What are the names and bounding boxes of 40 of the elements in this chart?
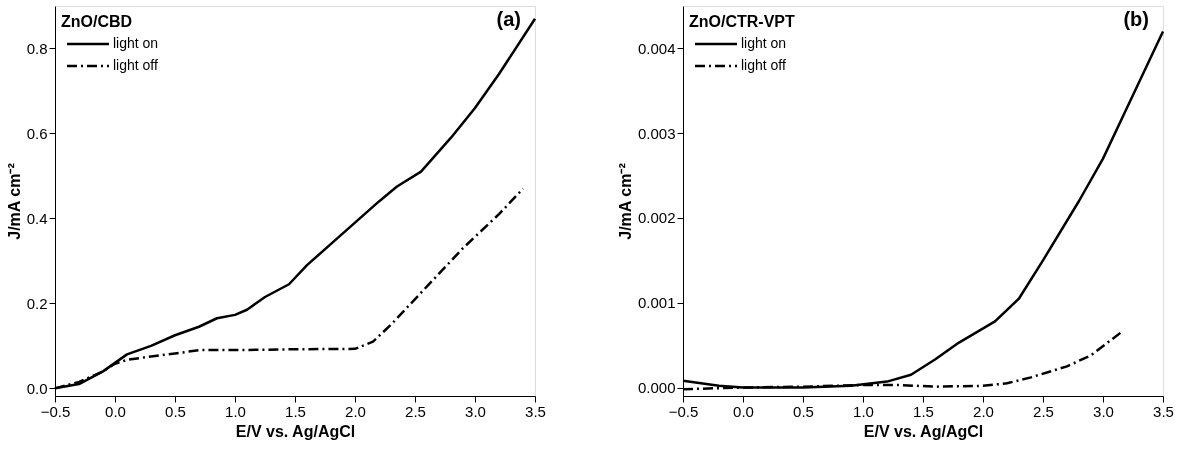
x-tick-label: 1.0 [853, 402, 874, 420]
legend-label: light on [113, 35, 159, 51]
y-tick-label: 0.003 [637, 124, 676, 142]
y-axis-title: J/mA cm⁻² [5, 163, 23, 240]
y-tick-label: 0.002 [637, 209, 676, 227]
x-tick-label: 0.0 [105, 402, 126, 420]
legend-label: light off [741, 57, 786, 73]
y-tick-label: 0.4 [26, 209, 48, 227]
y-tick-label: 0.0 [26, 379, 48, 397]
x-tick-label: 0.5 [793, 402, 814, 420]
x-tick-label: 2.5 [405, 402, 426, 420]
x-tick-label: 3.5 [525, 402, 546, 420]
annotation: (b) [1123, 8, 1149, 30]
x-tick-label: 1.5 [285, 402, 306, 420]
x-tick-label: 2.0 [345, 402, 366, 420]
chart-title: ZnO/CBD [61, 13, 133, 30]
x-tick-label: 0.0 [733, 402, 754, 420]
chart-title: ZnO/CTR-VPT [689, 13, 795, 30]
x-tick-label: 2.0 [973, 402, 994, 420]
x-tick-label: 1.0 [225, 402, 246, 420]
x-tick-label: 3.0 [1093, 402, 1114, 420]
x-tick-label: 3.5 [1153, 402, 1174, 420]
y-axis-title: J/mA cm⁻² [616, 163, 634, 240]
x-tick-label: 0.5 [165, 402, 186, 420]
legend-label: light on [741, 35, 787, 51]
y-tick-label: 0.2 [26, 294, 48, 312]
x-tick-label: 1.5 [913, 402, 934, 420]
x-tick-label: 2.5 [1033, 402, 1054, 420]
legend-label: light off [113, 57, 158, 73]
y-tick-label: 0.6 [26, 124, 48, 142]
x-tick-label: 3.0 [465, 402, 486, 420]
annotation: (a) [496, 8, 521, 30]
x-axis-title: E/V vs. Ag/AgCl [863, 422, 984, 440]
x-tick-label: −0.5 [668, 402, 699, 420]
y-tick-label: 0.8 [26, 39, 48, 57]
x-tick-label: −0.5 [40, 402, 71, 420]
y-tick-label: 0.001 [637, 294, 676, 312]
y-tick-label: 0.000 [637, 379, 676, 397]
x-axis-title: E/V vs. Ag/AgCl [235, 422, 356, 440]
y-tick-label: 0.004 [637, 39, 676, 57]
